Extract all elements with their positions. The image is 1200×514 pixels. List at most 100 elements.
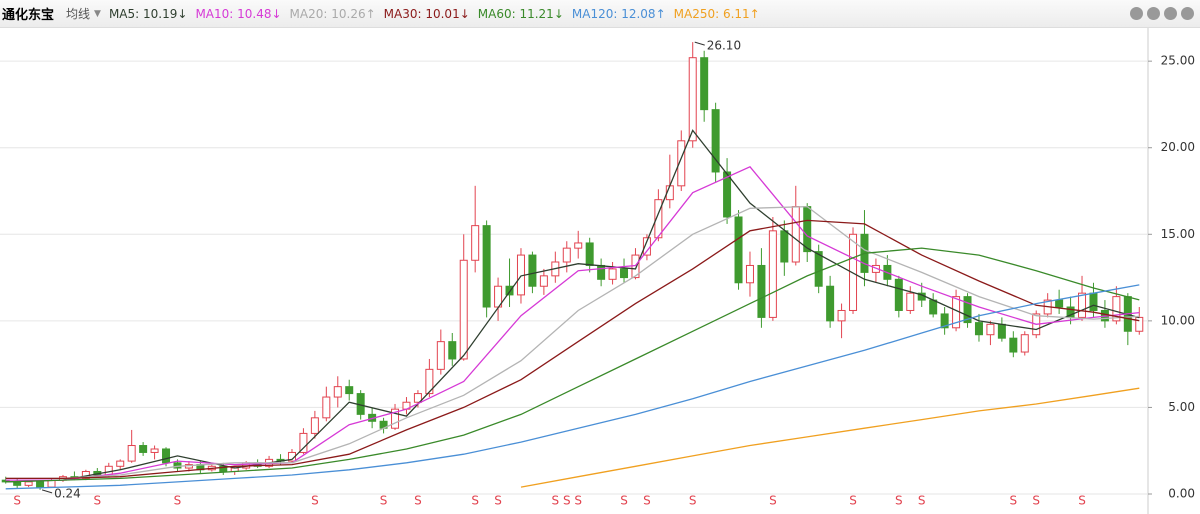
signal-marker: S xyxy=(620,494,628,508)
trend-arrow: ↑ xyxy=(749,6,760,21)
header-bar: 通化东宝 均线 ▼ MA5: 10.19↓ MA10: 10.48↓ MA20: 1… xyxy=(0,0,1200,28)
candle-body xyxy=(700,57,709,111)
legend-label: MA250: 6.11 xyxy=(673,6,750,21)
candle-body xyxy=(322,396,331,419)
signal-marker: S xyxy=(94,494,102,508)
close[interactable] xyxy=(1181,7,1194,20)
signal-marker: S xyxy=(494,494,502,508)
candle-body xyxy=(940,313,949,329)
zoom-in[interactable] xyxy=(1147,7,1160,20)
legend-entry: MA10: 10.48↓ xyxy=(195,7,281,21)
candle-body xyxy=(826,285,835,322)
signal-marker: S xyxy=(1010,494,1018,508)
indicator-select[interactable]: 均线 xyxy=(66,7,91,21)
signal-marker: S xyxy=(643,494,651,508)
candle-body xyxy=(574,242,583,249)
candle-body xyxy=(299,432,308,453)
candle-body xyxy=(929,299,938,315)
candle-body xyxy=(997,323,1006,339)
candle-body xyxy=(1112,296,1121,322)
candle-body xyxy=(1009,337,1018,353)
candle-body xyxy=(310,417,319,434)
candle-body xyxy=(906,292,915,311)
candle-body xyxy=(768,230,777,318)
candle-body xyxy=(471,225,480,261)
annotation-arrow xyxy=(694,41,705,46)
candle-body xyxy=(837,309,846,322)
candle-body xyxy=(528,254,537,287)
candle-body xyxy=(688,57,697,142)
candle-body xyxy=(745,264,754,284)
candle-body xyxy=(814,251,823,287)
candle-body xyxy=(711,109,720,173)
signal-marker: S xyxy=(769,494,777,508)
ma-line xyxy=(5,205,1140,480)
candle-body xyxy=(13,481,22,486)
legend-label: MA60: 11.21 xyxy=(477,6,554,21)
candle-body xyxy=(482,225,491,308)
legend-entry: MA60: 11.21↓ xyxy=(478,7,564,21)
annotation-label: 0.24 xyxy=(54,486,81,500)
ma-line xyxy=(5,166,1140,481)
signal-marker: S xyxy=(1032,494,1040,508)
y-tick-label: 20.00 xyxy=(1161,140,1195,154)
candle-body xyxy=(36,481,45,488)
toolbar-icons xyxy=(1130,7,1194,20)
candle-body xyxy=(139,445,148,453)
candle-body xyxy=(345,386,354,395)
legend-entry: MA20: 10.26↑ xyxy=(290,7,376,21)
candle-body xyxy=(1089,292,1098,311)
dropdown-caret[interactable]: ▼ xyxy=(94,8,101,19)
signal-marker: S xyxy=(895,494,903,508)
legend-entry: MA5: 10.19↓ xyxy=(109,7,187,21)
ma-line xyxy=(5,129,1140,483)
y-tick-label: 15.00 xyxy=(1161,227,1195,241)
signal-marker: S xyxy=(574,494,582,508)
candle-body xyxy=(150,448,159,453)
signal-marker: S xyxy=(380,494,388,508)
signal-marker: S xyxy=(918,494,926,508)
candle-body xyxy=(413,393,422,403)
candle-body xyxy=(162,448,171,464)
candle-body xyxy=(333,386,342,398)
signal-marker: S xyxy=(552,494,560,508)
zoom-out[interactable] xyxy=(1130,7,1143,20)
ma-line xyxy=(5,284,1140,490)
legend-label: MA10: 10.48 xyxy=(195,6,272,21)
candle-body xyxy=(757,264,766,318)
candle-body xyxy=(1078,292,1087,318)
trend-arrow: ↓ xyxy=(459,6,470,21)
ma-line xyxy=(520,387,1140,488)
y-tick-label: 5.00 xyxy=(1168,400,1195,414)
trend-arrow: ↓ xyxy=(177,6,188,21)
y-tick-label: 25.00 xyxy=(1161,54,1195,68)
candle-body xyxy=(791,206,800,263)
candle-body xyxy=(723,171,732,218)
candle-body xyxy=(1055,299,1064,308)
trend-arrow: ↓ xyxy=(271,6,282,21)
candle-body xyxy=(116,460,125,467)
candle-body xyxy=(1020,334,1029,353)
legend-label: MA120: 12.08 xyxy=(571,6,656,21)
candle-body xyxy=(173,462,182,469)
legend: MA5: 10.19↓ MA10: 10.48↓ MA20: 10.26↑ MA30:… xyxy=(109,7,768,21)
candle-body xyxy=(780,230,789,263)
stock-name: 通化东宝 xyxy=(2,8,55,23)
candle-body xyxy=(1135,316,1144,332)
signal-marker: S xyxy=(414,494,422,508)
candle-body xyxy=(608,268,617,280)
candle-body xyxy=(734,216,743,284)
candle-body xyxy=(436,341,445,370)
legend-entry: MA250: 6.11↑ xyxy=(674,7,760,21)
trend-arrow: ↓ xyxy=(553,6,564,21)
annotation-arrow xyxy=(41,489,53,494)
candle-body xyxy=(585,242,594,266)
legend-entry: MA120: 12.08↑ xyxy=(572,7,666,21)
candle-body xyxy=(620,268,629,279)
settings[interactable] xyxy=(1164,7,1177,20)
legend-entry: MA30: 10.01↓ xyxy=(384,7,470,21)
legend-label: MA5: 10.19 xyxy=(108,6,178,21)
signal-marker: S xyxy=(689,494,697,508)
candle-body xyxy=(219,465,228,472)
